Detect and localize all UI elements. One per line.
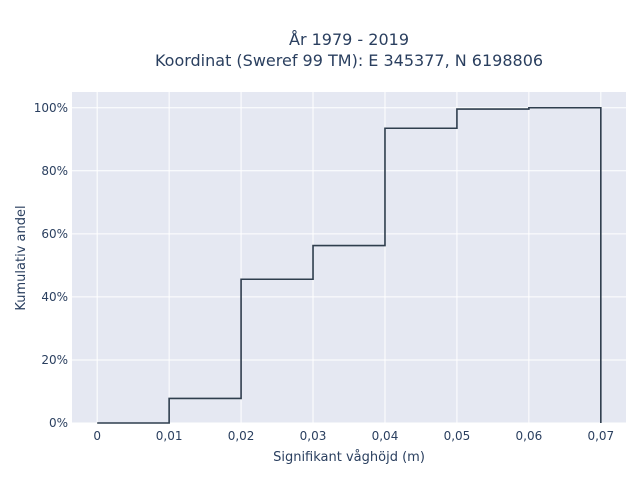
y-tick-label: 60% (41, 227, 68, 241)
chart-title-line-2: Koordinat (Sweref 99 TM): E 345377, N 61… (155, 51, 543, 70)
y-tick-label: 80% (41, 164, 68, 178)
cumulative-step-line (97, 106, 602, 424)
chart-title-line-1: År 1979 - 2019 (289, 30, 409, 49)
y-tick-label: 0% (49, 416, 68, 430)
series-layer (97, 106, 602, 424)
x-tick-label: 0,03 (300, 429, 327, 443)
x-tick-label: 0,07 (587, 429, 614, 443)
x-tick-labels: 0 0,01 0,02 0,03 0,04 0,05 0,06 0,07 (93, 429, 614, 443)
x-tick-label: 0,05 (444, 429, 471, 443)
y-tick-label: 40% (41, 290, 68, 304)
x-tick-label: 0 (93, 429, 101, 443)
y-tick-label: 20% (41, 353, 68, 367)
y-axis-title: Kumulativ andel (14, 205, 29, 310)
plot-background (72, 92, 626, 423)
y-tick-labels: 0% 20% 40% 60% 80% 100% (34, 101, 68, 430)
x-tick-label: 0,04 (372, 429, 399, 443)
x-axis-title: Signifikant våghöjd (m) (273, 450, 425, 465)
x-tick-label: 0,06 (516, 429, 543, 443)
x-tick-label: 0,02 (228, 429, 255, 443)
x-tick-label: 0,01 (156, 429, 183, 443)
y-tick-label: 100% (34, 101, 68, 115)
